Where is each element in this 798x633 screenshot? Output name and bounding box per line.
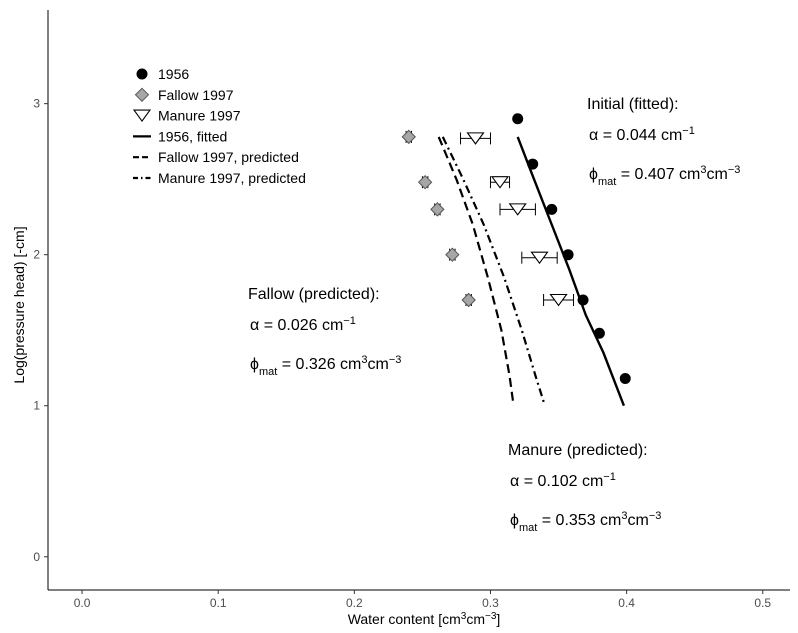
fitted-curves xyxy=(437,136,626,407)
annotation-initial-alpha: α = 0.044 cm−1 xyxy=(589,125,695,144)
y-tick-label: 1 xyxy=(33,399,40,413)
annotation-fallow-alpha: α = 0.026 cm−1 xyxy=(250,315,356,334)
point-1956 xyxy=(527,158,539,170)
annotation-manure-phi: ϕmat = 0.353 cm3cm−3 xyxy=(510,510,661,534)
legend-label-1956-fitted: 1956, fitted xyxy=(158,128,227,144)
legend-key-manure-1997 xyxy=(132,109,152,123)
point-manure-1997 xyxy=(508,203,527,216)
legend-key-1956 xyxy=(136,68,148,80)
legend-label-fallow-1997-predicted: Fallow 1997, predicted xyxy=(158,149,299,165)
annotation-initial-title: Initial (fitted): xyxy=(587,96,679,113)
curve-1956-fitted xyxy=(516,136,626,407)
legend-label-manure-1997: Manure 1997 xyxy=(158,108,241,124)
annotation-fallow-phi: ϕmat = 0.326 cm3cm−3 xyxy=(250,354,401,378)
legend-label-manure-1997-predicted: Manure 1997, predicted xyxy=(158,170,306,186)
y-tick-label: 2 xyxy=(33,248,40,262)
legend-key-fallow-1997 xyxy=(134,87,150,103)
point-manure-1997 xyxy=(549,293,568,307)
annotation-manure-title: Manure (predicted): xyxy=(508,442,648,459)
point-manure-1997 xyxy=(530,251,549,265)
annotation-initial-phi: ϕmat = 0.407 cm3cm−3 xyxy=(589,164,740,188)
x-tick-label: 0.0 xyxy=(74,596,91,610)
point-1956 xyxy=(512,113,524,125)
annotations: Initial (fitted): α = 0.044 cm−1 ϕmat = 0.… xyxy=(248,96,740,534)
legend-label-1956: 1956 xyxy=(158,66,189,82)
annotation-manure-alpha: α = 0.102 cm−1 xyxy=(510,471,616,490)
data-points xyxy=(401,113,631,385)
point-manure-1997 xyxy=(466,132,485,145)
point-fallow-1997 xyxy=(430,202,445,217)
point-fallow-1997 xyxy=(417,174,433,190)
point-1956 xyxy=(577,294,589,306)
curve-manure-1997-predicted xyxy=(441,136,546,407)
point-fallow-1997 xyxy=(445,247,460,262)
point-1956 xyxy=(562,249,574,261)
point-1956 xyxy=(593,327,605,339)
x-tick-label: 0.2 xyxy=(346,596,363,610)
legend: 1956 Fallow 1997 Manure 1997 1956, fitted Fa… xyxy=(132,66,306,186)
axes: 0.0 0.1 0.2 0.3 0.4 0.5 0 1 2 3 xyxy=(33,10,790,610)
annotation-fallow-title: Fallow (predicted): xyxy=(248,286,380,303)
x-tick-label: 0.1 xyxy=(210,596,227,610)
point-1956 xyxy=(619,373,631,385)
x-tick-label: 0.4 xyxy=(618,596,635,610)
point-manure-1997 xyxy=(490,176,510,189)
legend-label-fallow-1997: Fallow 1997 xyxy=(158,87,234,103)
point-fallow-1997 xyxy=(461,292,476,308)
curve-fallow-1997-predicted xyxy=(437,136,515,406)
point-1956 xyxy=(546,203,558,215)
x-tick-label: 0.5 xyxy=(754,596,771,610)
y-axis-label: Log(pressure head) [-cm] xyxy=(11,226,27,383)
point-fallow-1997 xyxy=(401,129,416,145)
y-tick-label: 0 xyxy=(33,550,40,564)
x-tick-label: 0.3 xyxy=(482,596,499,610)
x-axis-label: Water content [cm3cm−3] xyxy=(348,611,501,628)
y-tick-label: 3 xyxy=(33,97,40,111)
